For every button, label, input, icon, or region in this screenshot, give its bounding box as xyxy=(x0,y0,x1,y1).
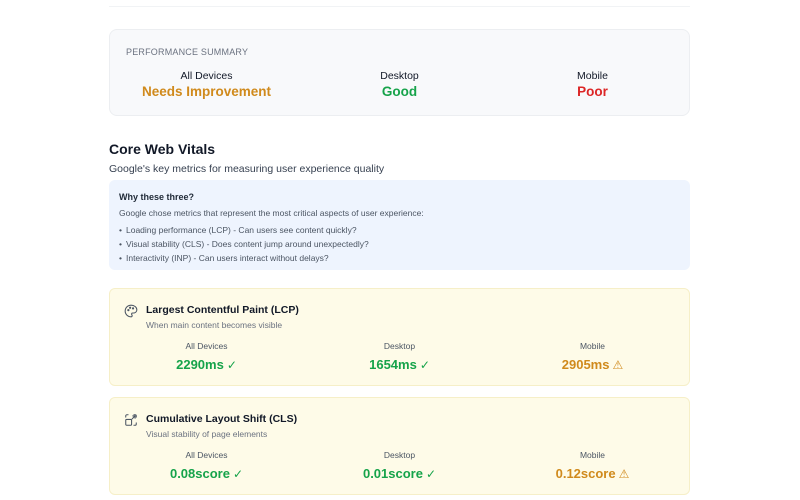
status-value: Needs Improvement xyxy=(141,84,272,99)
summary-all-devices: All Devices Needs Improvement xyxy=(110,70,303,99)
metric-title: Largest Contentful Paint (LCP) xyxy=(146,304,299,316)
metric-desktop: Desktop 0.01score ✓ xyxy=(303,450,496,481)
metric-all-devices: All Devices 0.08score ✓ xyxy=(110,450,303,481)
value-text: 2290ms xyxy=(176,357,224,372)
warning-icon: ⚠ xyxy=(618,467,630,481)
section-title: Core Web Vitals xyxy=(109,141,216,157)
summary-mobile: Mobile Poor xyxy=(496,70,689,99)
top-divider xyxy=(109,6,690,7)
value-text: 0.08score xyxy=(169,466,230,481)
palette-icon xyxy=(124,304,138,318)
info-box: Why these three? Google chose metrics th… xyxy=(109,180,690,270)
status-value: Good xyxy=(381,84,418,99)
device-label: Mobile xyxy=(579,450,606,460)
check-icon: ✓ xyxy=(232,467,244,481)
metric-columns: All Devices 2290ms ✓ Desktop 1654ms ✓ Mobi… xyxy=(110,341,689,372)
info-bullet: Visual stability (CLS) - Does content ju… xyxy=(119,237,680,251)
section-subtitle: Google's key metrics for measuring user … xyxy=(109,163,385,175)
metric-description: When main content becomes visible xyxy=(146,320,283,330)
device-label: All Devices xyxy=(185,450,228,460)
check-icon: ✓ xyxy=(226,358,237,372)
device-label: Desktop xyxy=(380,70,419,82)
metric-value: 2290ms ✓ xyxy=(110,357,303,372)
device-label: Mobile xyxy=(577,70,608,82)
info-bullet: Loading performance (LCP) - Can users se… xyxy=(119,223,680,237)
value-text: 1654ms xyxy=(369,357,417,372)
metric-mobile: Mobile 2905ms ⚠ xyxy=(496,341,689,372)
metric-card-lcp: Largest Contentful Paint (LCP) When main… xyxy=(109,288,690,386)
layout-shift-icon xyxy=(124,413,138,427)
device-label: Desktop xyxy=(383,450,416,460)
summary-columns: All Devices Needs Improvement Desktop Go… xyxy=(110,70,689,99)
status-value: Poor xyxy=(577,84,608,99)
value-text: 0.12score xyxy=(555,466,616,481)
warning-icon: ⚠ xyxy=(612,358,624,372)
device-label: All Devices xyxy=(180,70,233,82)
info-bullet-list: Loading performance (LCP) - Can users se… xyxy=(119,223,680,265)
metric-value: 0.08score ✓ xyxy=(110,466,303,481)
summary-label: PERFORMANCE SUMMARY xyxy=(126,47,249,57)
metric-title: Cumulative Layout Shift (CLS) xyxy=(146,413,298,425)
metric-value: 0.12score ⚠ xyxy=(496,466,689,481)
info-text: Google chose metrics that represent the … xyxy=(119,208,424,218)
metric-value: 0.01score ✓ xyxy=(303,466,496,481)
metric-all-devices: All Devices 2290ms ✓ xyxy=(110,341,303,372)
metric-card-cls: Cumulative Layout Shift (CLS) Visual sta… xyxy=(109,397,690,495)
device-label: All Devices xyxy=(185,341,228,351)
info-title: Why these three? xyxy=(119,192,195,202)
metric-value: 2905ms ⚠ xyxy=(496,357,689,372)
metric-columns: All Devices 0.08score ✓ Desktop 0.01score… xyxy=(110,450,689,481)
metric-desktop: Desktop 1654ms ✓ xyxy=(303,341,496,372)
check-icon: ✓ xyxy=(425,467,437,481)
device-label: Desktop xyxy=(383,341,416,351)
summary-desktop: Desktop Good xyxy=(303,70,496,99)
metric-mobile: Mobile 0.12score ⚠ xyxy=(496,450,689,481)
device-label: Mobile xyxy=(579,341,606,351)
metric-value: 1654ms ✓ xyxy=(303,357,496,372)
value-text: 0.01score xyxy=(362,466,423,481)
performance-summary-card: PERFORMANCE SUMMARY All Devices Needs Im… xyxy=(109,29,690,116)
check-icon: ✓ xyxy=(419,358,430,372)
value-text: 2905ms xyxy=(561,357,610,372)
metric-description: Visual stability of page elements xyxy=(146,429,268,439)
info-bullet: Interactivity (INP) - Can users interact… xyxy=(119,251,680,265)
